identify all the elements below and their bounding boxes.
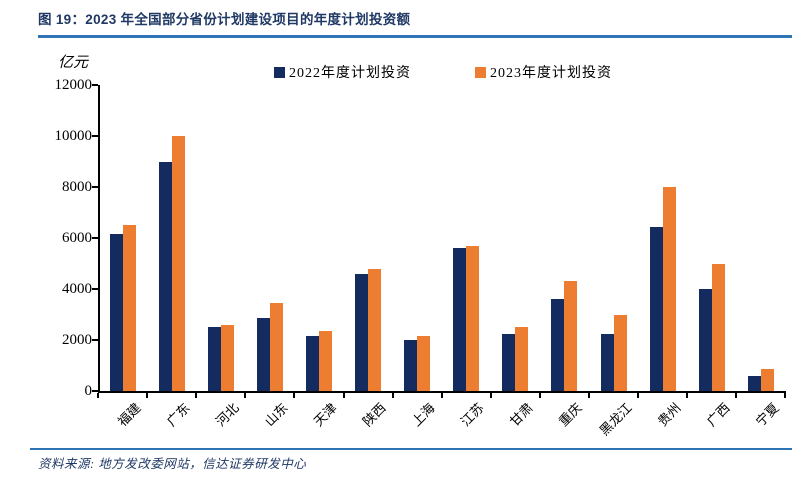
y-tick-mark — [92, 84, 98, 86]
x-tick-mark — [97, 393, 99, 398]
x-tick-mark — [735, 393, 738, 398]
figure-title: 图 19：2023 年全国部分省份计划建设项目的年度计划投资额 — [38, 12, 411, 27]
legend-label-2022: 2022年度计划投资 — [289, 66, 411, 81]
legend-swatch-2023 — [475, 66, 486, 78]
bar-2023-福建 — [122, 225, 136, 391]
x-tick-mark — [538, 393, 541, 398]
bar-2023-黑龙江 — [613, 314, 627, 391]
bar-2023-重庆 — [564, 281, 578, 391]
legend-item-2023: 2023年度计划投资 — [475, 62, 612, 82]
y-tick-label: 2000 — [62, 332, 92, 348]
bar-2023-宁夏 — [760, 369, 774, 391]
bar-2022-重庆 — [551, 299, 565, 391]
bar-2022-福建 — [109, 234, 123, 391]
bar-2022-广西 — [698, 289, 712, 391]
bar-2022-江苏 — [453, 248, 467, 391]
y-tick-label: 6000 — [62, 230, 92, 246]
x-tick-mark — [391, 393, 394, 398]
bar-2023-广东 — [171, 136, 185, 391]
y-axis-line — [98, 85, 100, 391]
legend-item-2022: 2022年度计划投资 — [274, 62, 411, 82]
bar-2022-广东 — [158, 161, 172, 391]
y-tick-label: 8000 — [62, 179, 92, 195]
bar-2023-贵州 — [662, 187, 676, 391]
y-tick-label: 0 — [84, 383, 93, 399]
bar-2023-上海 — [417, 336, 431, 391]
bar-2022-天津 — [305, 336, 319, 391]
x-tick-mark — [686, 393, 689, 398]
x-tick-mark — [244, 393, 247, 398]
bar-2022-甘肃 — [502, 333, 516, 391]
bar-2022-山东 — [256, 318, 270, 391]
legend-label-2023: 2023年度计划投资 — [490, 66, 612, 81]
bar-2023-河北 — [220, 324, 234, 391]
y-axis-unit-label: 亿元 — [58, 55, 89, 71]
title-divider-line — [38, 35, 792, 38]
chart-legend: 2022年度计划投资 2023年度计划投资 — [100, 62, 786, 82]
bar-2022-陕西 — [355, 273, 369, 391]
bar-2023-天津 — [318, 331, 332, 391]
x-tick-mark — [637, 393, 640, 398]
y-tick-mark — [92, 237, 98, 239]
y-tick-mark — [92, 390, 98, 392]
x-tick-mark — [293, 393, 296, 398]
y-tick-label: 12000 — [54, 77, 93, 93]
y-tick-label: 4000 — [62, 281, 92, 297]
bar-2022-宁夏 — [747, 375, 761, 391]
x-tick-mark — [146, 393, 149, 398]
bar-2022-河北 — [207, 327, 221, 391]
x-axis-line — [98, 391, 786, 393]
source-note: 资料来源: 地方发改委网站，信达证券研发中心 — [38, 457, 307, 471]
x-tick-mark — [489, 393, 492, 398]
y-tick-mark — [92, 186, 98, 188]
bar-2022-黑龙江 — [600, 333, 614, 391]
bar-2023-江苏 — [466, 245, 480, 391]
bar-2022-上海 — [404, 340, 418, 391]
y-tick-mark — [92, 339, 98, 341]
bar-2023-甘肃 — [515, 327, 529, 391]
x-tick-mark — [784, 393, 787, 398]
bar-2023-山东 — [269, 303, 283, 391]
y-tick-label: 10000 — [54, 128, 93, 144]
legend-swatch-2022 — [274, 66, 285, 78]
x-tick-mark — [195, 393, 198, 398]
y-tick-mark — [92, 135, 98, 137]
bar-2023-陕西 — [368, 268, 382, 391]
x-tick-mark — [440, 393, 443, 398]
bar-2022-贵州 — [649, 226, 663, 391]
x-tick-mark — [588, 393, 590, 398]
y-tick-mark — [92, 288, 98, 290]
x-tick-mark — [342, 393, 345, 398]
footer-divider-line — [30, 448, 792, 450]
bar-2023-广西 — [711, 263, 725, 391]
